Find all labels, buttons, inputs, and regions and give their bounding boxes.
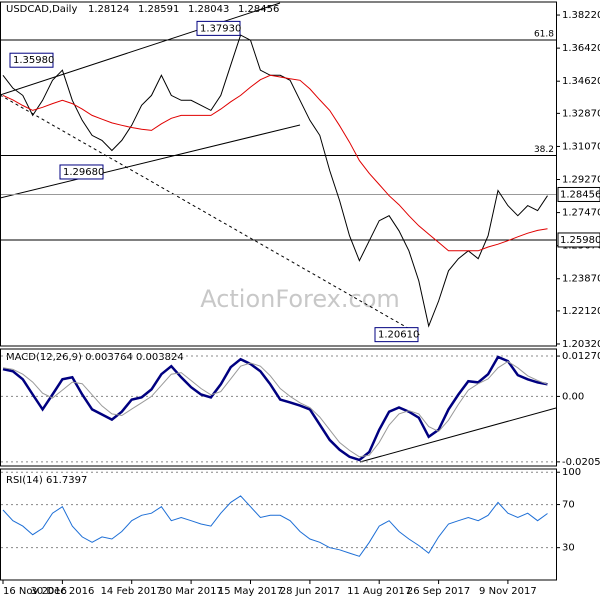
panel-frame <box>0 468 557 581</box>
x-tick-label: 28 Jun 2017 <box>280 586 340 597</box>
annotation-box <box>59 164 104 180</box>
x-tick-label: 11 Aug 2017 <box>347 586 411 597</box>
ohlc-high: 1.28591 <box>138 4 179 15</box>
trend-line <box>0 94 421 336</box>
y-tick-label: 1.36420 <box>562 43 600 54</box>
y-tick-label: -0.020599 <box>562 457 600 468</box>
x-tick-label: 30 Mar 2017 <box>159 586 222 597</box>
x-tick-label: 15 May 2017 <box>218 586 283 597</box>
annotation-box <box>9 52 54 68</box>
rsi-title: RSI(14) 61.7397 <box>6 475 87 486</box>
channel-upper <box>0 2 281 96</box>
support-label: 1.25980 <box>560 235 600 246</box>
x-tick-label: 30 Dec 2016 <box>30 586 94 597</box>
y-tick-label: 1.29270 <box>562 175 600 186</box>
annotation-box <box>374 327 419 343</box>
y-tick-label: 0.00 <box>562 391 584 402</box>
fib-label: 61.8 <box>534 30 554 40</box>
support-box <box>557 232 600 248</box>
ohlc-open: 1.28124 <box>88 4 129 15</box>
series-line <box>2 355 548 462</box>
series-line <box>2 360 548 458</box>
y-tick-label: 70 <box>562 500 575 511</box>
x-tick-label: 26 Sep 2017 <box>407 586 470 597</box>
fib-label: 38.2 <box>534 145 554 155</box>
last-price-box <box>557 186 600 202</box>
y-tick-label: 1.27470 <box>562 208 600 219</box>
symbol: USDCAD,Daily <box>6 4 77 15</box>
x-tick-label: 14 Feb 2017 <box>101 586 163 597</box>
annotation-label: 1.37930 <box>200 23 241 34</box>
series-line <box>2 74 548 252</box>
annotation-label: 1.29680 <box>63 167 104 178</box>
series-line <box>2 495 548 557</box>
y-tick-label: 100 <box>562 467 581 478</box>
annotation-box <box>196 20 241 36</box>
last-price-label: 1.28456 <box>560 189 600 200</box>
y-tick-label: 1.23870 <box>562 274 600 285</box>
y-tick-label: 0.012700 <box>562 351 600 362</box>
channel-lower <box>0 124 301 199</box>
x-tick-label: 9 Nov 2017 <box>479 586 537 597</box>
y-tick-label: 1.32870 <box>562 108 600 119</box>
y-tick-label: 1.22120 <box>562 306 600 317</box>
series-line <box>2 34 548 328</box>
panel-frame <box>0 1 557 347</box>
y-tick-label: 30 <box>562 543 575 554</box>
macd-trend-line <box>359 407 557 463</box>
y-tick-label: 1.31070 <box>562 141 600 152</box>
annotation-label: 1.35980 <box>13 55 54 66</box>
y-tick-label: 1.20320 <box>562 339 600 350</box>
annotation-label: 1.20610 <box>378 330 419 341</box>
macd-title: MACD(12,26,9) 0.003764 0.003824 <box>6 352 184 363</box>
panel-frame <box>0 348 557 467</box>
x-tick-label: 16 Nov 2016 <box>3 586 67 597</box>
ohlc-low: 1.28043 <box>188 4 229 15</box>
y-tick-label: 1.34620 <box>562 76 600 87</box>
ohlc-close: 1.28456 <box>238 4 279 15</box>
watermark: ActionForex.com <box>200 285 400 313</box>
y-tick-label: 1.38220 <box>562 10 600 21</box>
